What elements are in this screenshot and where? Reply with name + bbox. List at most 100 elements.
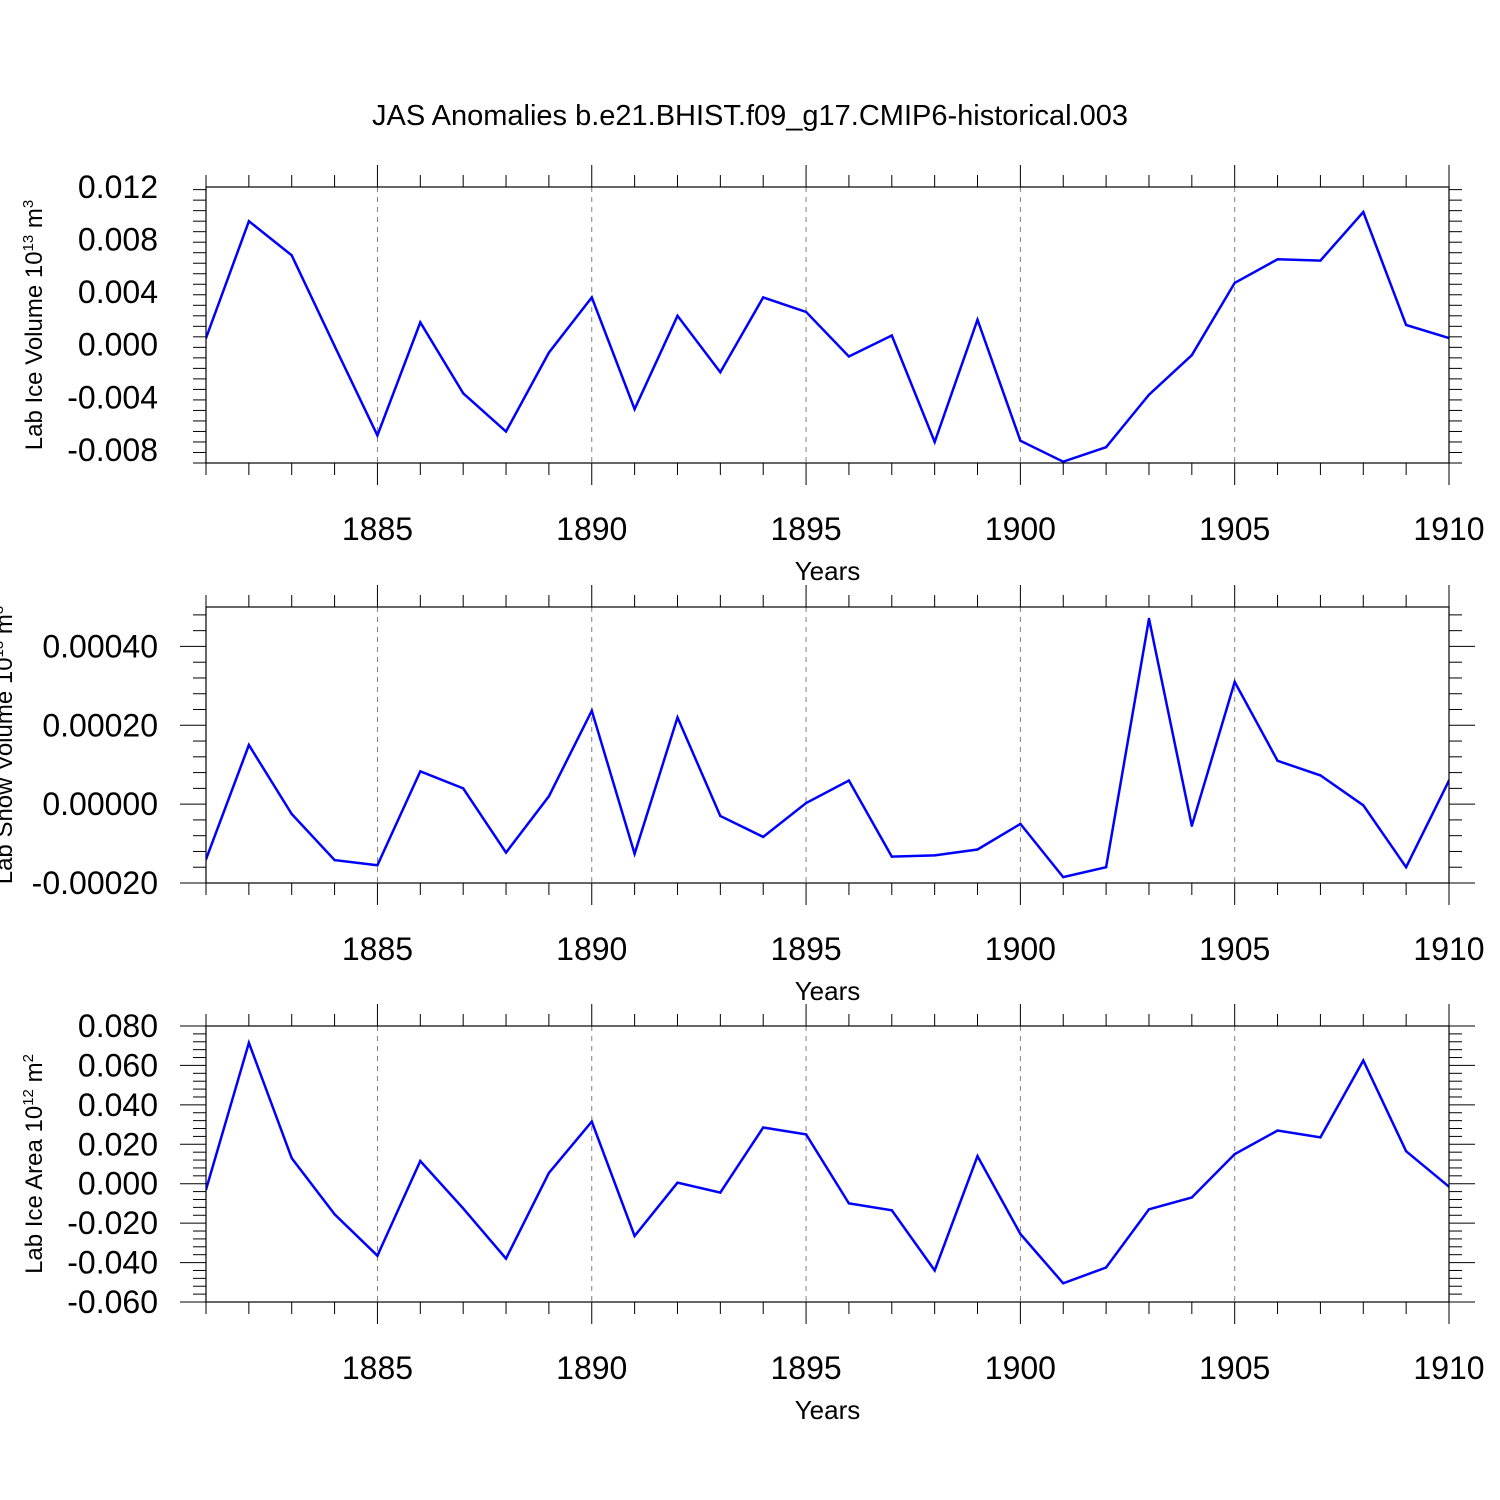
data-point bbox=[1062, 1282, 1065, 1285]
y-axis-label: Lab Ice Volume 1013 m3 bbox=[20, 200, 48, 451]
y-tick-label: 0.00020 bbox=[42, 707, 158, 743]
data-point bbox=[804, 1133, 808, 1136]
data-point bbox=[590, 296, 593, 299]
y-axis-label-unit-exponent: 3 bbox=[20, 200, 37, 208]
y-axis-label-unit-exponent: 3 bbox=[0, 606, 7, 614]
data-point bbox=[762, 296, 765, 299]
y-axis-label-exponent: 13 bbox=[0, 641, 7, 658]
data-point bbox=[290, 1156, 293, 1160]
data-point bbox=[1362, 804, 1365, 807]
data-point bbox=[1233, 281, 1236, 285]
data-point bbox=[247, 1041, 251, 1044]
x-tick-label: 1890 bbox=[556, 931, 627, 967]
data-point bbox=[976, 318, 979, 321]
data-point bbox=[290, 812, 293, 816]
y-tick-label: -0.00020 bbox=[32, 865, 158, 901]
x-tick-label: 1905 bbox=[1199, 1350, 1270, 1386]
data-point bbox=[1019, 822, 1022, 826]
data-point bbox=[933, 440, 936, 444]
data-point bbox=[890, 334, 893, 337]
data-point bbox=[762, 1126, 765, 1129]
data-point bbox=[1276, 759, 1279, 762]
data-point bbox=[1147, 617, 1151, 621]
x-tick-label: 1900 bbox=[985, 511, 1056, 547]
data-point bbox=[1319, 259, 1322, 262]
data-point bbox=[461, 787, 465, 790]
data-point bbox=[1019, 1232, 1022, 1236]
data-point bbox=[333, 1213, 336, 1216]
data-point bbox=[290, 254, 293, 257]
data-point bbox=[1362, 210, 1365, 214]
data-point bbox=[376, 434, 379, 437]
x-tick-label: 1910 bbox=[1413, 1350, 1484, 1386]
data-point bbox=[1190, 354, 1194, 357]
data-point bbox=[504, 851, 508, 854]
y-tick-label: 0.004 bbox=[78, 274, 158, 310]
data-point bbox=[547, 1171, 551, 1175]
y-tick-label: 0.000 bbox=[78, 1166, 158, 1202]
data-point bbox=[847, 779, 851, 782]
data-point bbox=[1190, 824, 1194, 828]
data-point bbox=[547, 795, 551, 798]
series-line bbox=[206, 618, 1449, 879]
y-tick-label: -0.008 bbox=[67, 432, 158, 468]
data-point bbox=[933, 1269, 936, 1272]
data-point bbox=[1319, 1136, 1322, 1139]
data-point bbox=[676, 1181, 679, 1184]
y-tick-label: 0.008 bbox=[78, 222, 158, 258]
data-point bbox=[461, 392, 465, 395]
data-point bbox=[976, 848, 979, 851]
x-tick-label: 1895 bbox=[770, 511, 841, 547]
data-point bbox=[933, 854, 936, 857]
data-point bbox=[719, 1191, 722, 1194]
data-point bbox=[1104, 1266, 1108, 1269]
data-point bbox=[676, 314, 679, 317]
y-axis-label-unit: m bbox=[21, 208, 48, 235]
data-point bbox=[804, 310, 808, 314]
plot-frame bbox=[205, 606, 1450, 884]
plot-frame bbox=[205, 1025, 1450, 1303]
x-tick-label: 1900 bbox=[985, 1350, 1056, 1386]
x-axis-label: Years bbox=[795, 1395, 861, 1425]
data-point bbox=[504, 430, 508, 433]
data-point bbox=[376, 864, 379, 867]
y-axis-label-exponent: 12 bbox=[20, 1089, 37, 1106]
x-tick-label: 1910 bbox=[1413, 931, 1484, 967]
panel-2: -0.00020 0.00000 0.00020 0.00040 1885 1890 189… bbox=[0, 585, 1485, 1006]
y-tick-label: 0.000 bbox=[78, 327, 158, 363]
y-tick-label: 0.012 bbox=[78, 169, 158, 205]
y-axis-label: Lab Snow Volume 1013 m3 bbox=[0, 606, 18, 885]
data-point bbox=[1190, 1196, 1194, 1199]
data-point bbox=[1276, 258, 1279, 261]
data-point bbox=[1319, 774, 1322, 777]
x-axis-label: Years bbox=[795, 556, 861, 586]
data-point bbox=[676, 716, 679, 719]
data-point bbox=[247, 219, 251, 223]
data-point bbox=[419, 321, 422, 324]
x-axis-label: Years bbox=[795, 976, 861, 1006]
data-point bbox=[333, 344, 336, 348]
data-point bbox=[461, 1207, 465, 1210]
data-point bbox=[247, 743, 251, 747]
data-point bbox=[633, 407, 636, 411]
x-tick-label: 1895 bbox=[770, 1350, 841, 1386]
y-axis-label-exponent: 13 bbox=[20, 235, 37, 252]
y-axis-label-text: Lab Ice Volume 10 bbox=[21, 251, 48, 450]
y-tick-label: -0.060 bbox=[67, 1284, 158, 1320]
data-point bbox=[1104, 446, 1108, 449]
data-point bbox=[633, 1234, 636, 1238]
data-point bbox=[890, 1209, 893, 1212]
y-axis-label: Lab Ice Area 1012 m2 bbox=[20, 1054, 48, 1274]
data-point bbox=[1404, 866, 1408, 869]
series-line bbox=[206, 209, 1449, 464]
y-tick-label: 0.00040 bbox=[42, 628, 158, 664]
data-point bbox=[890, 855, 893, 858]
y-axis-label-text: Lab Ice Area 10 bbox=[21, 1106, 48, 1274]
data-point bbox=[1062, 875, 1065, 879]
y-axis-label-unit-exponent: 2 bbox=[20, 1054, 37, 1062]
data-point bbox=[1276, 1129, 1279, 1132]
data-point bbox=[1147, 393, 1151, 396]
y-tick-label: -0.020 bbox=[67, 1205, 158, 1241]
data-point bbox=[1233, 680, 1236, 684]
y-axis-label-unit: m bbox=[21, 1062, 48, 1089]
